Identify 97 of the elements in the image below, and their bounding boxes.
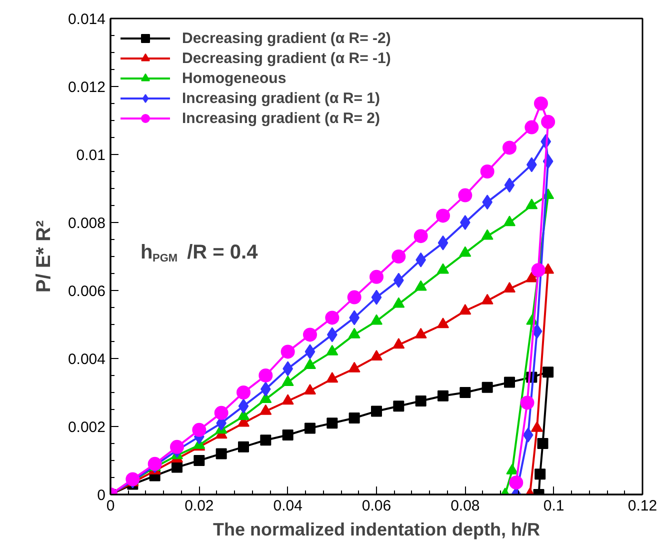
point bbox=[236, 386, 250, 400]
legend-label: Decreasing gradient (α R= -2) bbox=[182, 28, 391, 48]
point bbox=[504, 216, 516, 226]
point bbox=[325, 310, 340, 325]
point bbox=[304, 384, 316, 394]
point bbox=[304, 344, 316, 360]
point bbox=[459, 304, 472, 315]
point bbox=[282, 394, 294, 405]
point bbox=[282, 375, 294, 386]
x-tick-label: 0.1 bbox=[543, 498, 564, 514]
point bbox=[522, 428, 534, 442]
point bbox=[537, 438, 548, 449]
point bbox=[480, 164, 494, 178]
y-tick-label: 0.012 bbox=[68, 79, 106, 96]
point bbox=[238, 441, 249, 452]
point bbox=[504, 282, 516, 292]
point bbox=[436, 208, 450, 223]
point bbox=[460, 387, 471, 398]
point bbox=[370, 350, 382, 360]
x-tick-label: 0.06 bbox=[362, 498, 392, 514]
y-tick-label: 0.002 bbox=[68, 419, 106, 436]
point bbox=[530, 421, 543, 432]
legend-label: Homogeneous bbox=[182, 68, 286, 88]
point bbox=[392, 250, 406, 264]
y-tick-label: 0.006 bbox=[68, 283, 106, 300]
point bbox=[172, 462, 182, 473]
point bbox=[348, 412, 360, 424]
point bbox=[192, 422, 206, 437]
point bbox=[509, 476, 524, 490]
point bbox=[534, 96, 548, 110]
point bbox=[371, 290, 382, 305]
point bbox=[260, 434, 272, 446]
point bbox=[526, 198, 538, 210]
point bbox=[326, 418, 338, 429]
point bbox=[504, 376, 515, 388]
point bbox=[326, 344, 338, 356]
point bbox=[524, 120, 539, 134]
x-axis-title: The normalized indentation depth, h/R bbox=[213, 520, 540, 540]
point bbox=[437, 318, 449, 328]
point bbox=[238, 398, 249, 414]
point bbox=[481, 294, 494, 304]
point bbox=[348, 328, 360, 338]
point bbox=[216, 448, 227, 460]
x-tick-label: 0.04 bbox=[273, 498, 302, 514]
point bbox=[482, 382, 493, 393]
point bbox=[458, 188, 472, 202]
x-tick-label: 0.02 bbox=[184, 498, 214, 514]
y-tick-label: 0.014 bbox=[68, 11, 106, 28]
point bbox=[531, 263, 546, 278]
point bbox=[520, 396, 534, 410]
point bbox=[414, 328, 427, 338]
point bbox=[194, 455, 205, 466]
point bbox=[541, 114, 556, 129]
point bbox=[415, 396, 426, 406]
point bbox=[348, 362, 360, 372]
point bbox=[258, 368, 273, 382]
point bbox=[304, 358, 316, 369]
point bbox=[502, 140, 516, 155]
point bbox=[526, 272, 538, 282]
y-tick-label: 0.004 bbox=[68, 351, 106, 368]
point bbox=[303, 328, 317, 342]
point bbox=[347, 290, 362, 304]
point bbox=[392, 297, 405, 308]
point bbox=[414, 280, 427, 291]
x-tick-label: 0.12 bbox=[628, 498, 658, 514]
point bbox=[438, 235, 448, 250]
y-axis-title: P/ E* R² bbox=[32, 220, 55, 293]
point bbox=[459, 246, 472, 257]
legend-label: Increasing gradient (α R= 1) bbox=[182, 88, 380, 108]
point bbox=[438, 390, 448, 402]
point bbox=[170, 440, 184, 454]
point bbox=[414, 229, 428, 244]
y-tick-label: 0.01 bbox=[76, 147, 106, 164]
point bbox=[481, 229, 494, 240]
point bbox=[370, 270, 384, 284]
point bbox=[304, 422, 316, 434]
point bbox=[326, 372, 338, 383]
point bbox=[460, 215, 470, 230]
point bbox=[371, 406, 382, 417]
point bbox=[542, 366, 554, 378]
x-tick-label: 0.08 bbox=[450, 498, 480, 514]
point bbox=[260, 404, 272, 415]
legend-label: Increasing gradient (α R= 2) bbox=[182, 108, 380, 128]
y-tick-label: 0.008 bbox=[68, 215, 106, 232]
point bbox=[214, 406, 228, 420]
point bbox=[437, 263, 449, 274]
point bbox=[370, 314, 382, 325]
point bbox=[504, 178, 515, 193]
point bbox=[148, 456, 162, 471]
point bbox=[534, 468, 546, 480]
point bbox=[392, 338, 405, 349]
point bbox=[282, 430, 294, 440]
y-tick-label: 0 bbox=[97, 487, 106, 504]
point bbox=[280, 344, 295, 359]
point bbox=[393, 400, 404, 412]
legend-label: Decreasing gradient (α R= -1) bbox=[182, 48, 391, 68]
point bbox=[506, 464, 518, 474]
